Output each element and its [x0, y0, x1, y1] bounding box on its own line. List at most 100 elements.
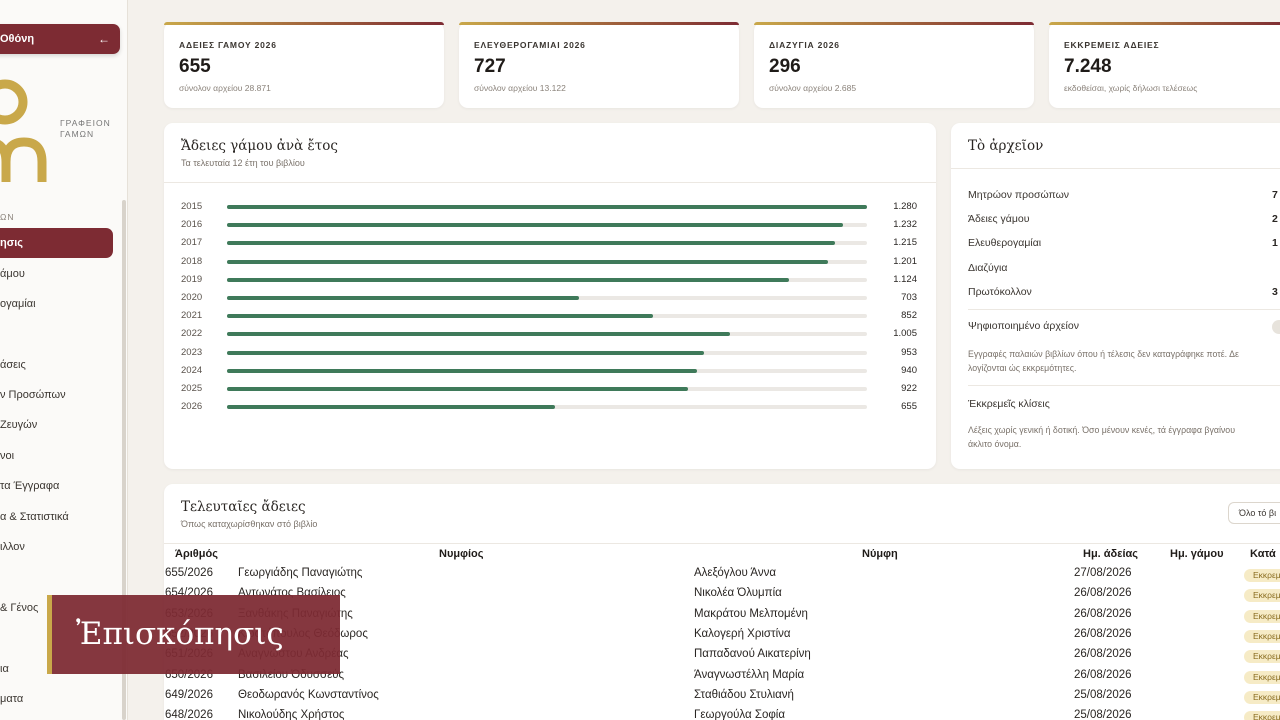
- sidebar-item-statistics[interactable]: α & Στατιστικά: [0, 511, 69, 523]
- archive-row-label: Πρωτόκολλον: [968, 286, 1032, 298]
- archive-row-label: Ελευθερογαμίαι: [968, 237, 1042, 249]
- bar-value-label: 1.280: [893, 201, 917, 212]
- cell-groom: Νικολούδης Χρήστος: [238, 709, 345, 720]
- sidebar-item-marriage-licenses[interactable]: άμου: [0, 268, 25, 280]
- bar-track: [227, 241, 867, 246]
- bar: [227, 241, 835, 246]
- column-header-groom[interactable]: Νυμφίος: [439, 548, 484, 560]
- stat-card-free-marriages: ΕΛΕΥΘΕΡΟΓΑΜΙΑΙ 2026 727 σύνολον αρχείου …: [459, 22, 739, 108]
- pending-inflections-label[interactable]: Έκκρεμεῖς κλίσεις: [968, 398, 1050, 410]
- stat-subtext: σύνολον αρχείου 2.685: [769, 83, 857, 93]
- stat-value: 7.248: [1064, 56, 1112, 77]
- view-all-button[interactable]: Όλο τό βι: [1228, 502, 1280, 524]
- sidebar-item-6[interactable]: νοι: [0, 450, 15, 462]
- bar-value-label: 852: [901, 310, 917, 322]
- status-badge: Εκκρεμ: [1244, 690, 1280, 704]
- archive-row-value: 3: [1272, 286, 1278, 298]
- status-badge: Εκκρεμ: [1244, 569, 1280, 582]
- archive-row-label: Μητρώον προσώπων: [968, 189, 1070, 201]
- stat-subtext: σύνολον αρχείου 13.122: [474, 83, 566, 93]
- cell-bride: Γεωργούλα Σοφία: [694, 709, 786, 720]
- column-header-license-date[interactable]: Ημ. άδείας: [1083, 548, 1138, 560]
- sidebar-item-persons[interactable]: ν Προσώπων: [0, 389, 66, 401]
- bar-category-label: 2023: [181, 346, 203, 358]
- stat-value: 727: [474, 56, 506, 77]
- bar-row: 2022 1.005: [181, 328, 921, 340]
- sidebar-item-protocol[interactable]: ιλλον: [0, 541, 25, 553]
- archive-row-value: 7: [1272, 189, 1278, 201]
- sidebar-item-free-marriages[interactable]: ογαμίαι: [0, 298, 36, 310]
- cell-license-date: 27/08/2026: [1074, 567, 1132, 579]
- stat-label: ΕΚΚΡΕΜΕΙΣ ΑΔΕΙΕΣ: [1064, 40, 1160, 50]
- bar-track: [227, 405, 867, 410]
- bar: [227, 405, 555, 410]
- bar-value-label: 1.232: [893, 219, 917, 231]
- cell-license-date: 25/08/2026: [1074, 709, 1132, 720]
- column-header-number[interactable]: Άριθμός: [175, 548, 218, 560]
- cell-number[interactable]: 649/2026: [165, 688, 213, 701]
- status-badge: Εκκρεμ: [1244, 650, 1280, 664]
- bar-row: 2018 1.201: [181, 256, 921, 268]
- archive-row-label: Άδειες γάμου: [968, 213, 1030, 225]
- bar: [227, 259, 828, 264]
- sidebar-item-11[interactable]: ια: [0, 663, 9, 675]
- sidebar-item-documents[interactable]: τα Έγγραφα: [0, 480, 60, 492]
- stat-label: ΕΛΕΥΘΕΡΟΓΑΜΙΑΙ 2026: [474, 40, 586, 50]
- bar-row: 2021 852: [181, 310, 921, 322]
- bar-value-label: 922: [901, 383, 917, 394]
- cell-bride: Παπαδανού Αικατερίνη: [694, 648, 811, 661]
- status-badge: Εκκρεμ: [1244, 629, 1280, 643]
- sidebar-item-couples[interactable]: Ζευγών: [0, 419, 38, 431]
- cell-number[interactable]: 655/2026: [165, 567, 213, 579]
- latest-licenses-panel: [164, 484, 1280, 720]
- section-caption: Ἐπισκόπησις: [47, 595, 340, 674]
- stat-card-divorces: ΔΙΑΖΥΓΙΑ 2026 296 σύνολον αρχείου 2.685: [754, 22, 1034, 108]
- stat-label: ΑΔΕΙΕΣ ΓΑΜΟΥ 2026: [179, 40, 277, 50]
- bar-row: 2023 953: [181, 347, 921, 359]
- bar: [227, 368, 697, 373]
- screen-back-button[interactable]: Οθόνη ←: [0, 24, 120, 54]
- archive-row-value: 2: [1272, 213, 1278, 225]
- cell-bride: Αλεξόγλου Άννα: [694, 567, 776, 579]
- digitized-archive-toggle[interactable]: [1272, 320, 1280, 334]
- bar: [227, 223, 843, 228]
- stat-subtext: σύνολον αρχείου 28.871: [179, 83, 271, 93]
- sidebar-item-gender[interactable]: & Γένος: [0, 602, 39, 614]
- column-header-wedding-date[interactable]: Ημ. γάμου: [1170, 548, 1224, 560]
- sidebar-scrollbar[interactable]: [122, 200, 126, 720]
- digitized-archive-label: Ψηφιοποιημένο άρχείον: [968, 320, 1079, 332]
- stat-card-pending: ΕΚΚΡΕΜΕΙΣ ΑΔΕΙΕΣ 7.248 εκδοθείσαι, χωρίς…: [1049, 22, 1280, 108]
- stat-card-marriage-licenses: ΑΔΕΙΕΣ ΓΑΜΟΥ 2026 655 σύνολον αρχείου 28…: [164, 22, 444, 108]
- sidebar-item-searches[interactable]: άσεις: [0, 359, 26, 371]
- column-header-bride[interactable]: Νύμφη: [862, 548, 898, 560]
- column-header-status[interactable]: Κατά: [1250, 548, 1276, 560]
- divider: [164, 543, 1280, 544]
- cell-license-date: 26/08/2026: [1074, 627, 1132, 640]
- chart-subtitle: Τα τελευταία 12 έτη του βιβλίου: [181, 158, 305, 168]
- bar-value-label: 1.201: [893, 255, 917, 267]
- cell-license-date: 26/08/2026: [1074, 668, 1132, 681]
- sidebar-item-overview[interactable]: ησις: [0, 228, 113, 258]
- cell-bride: Άναγνωστέλλη Μαρία: [694, 668, 805, 681]
- bar-row: 2016 1.232: [181, 219, 921, 231]
- bar-row: 2026 655: [181, 401, 921, 413]
- screen-back-label: Οθόνη: [0, 33, 35, 45]
- bar-category-label: 2019: [181, 273, 203, 285]
- bar-track: [227, 296, 867, 300]
- bar-value-label: 940: [901, 364, 917, 376]
- table-subtitle: Όπως καταχωρίσθηκαν στό βιβλίο: [181, 519, 318, 529]
- cell-groom: Θεοδωρανός Κωνσταντίνος: [238, 688, 379, 701]
- cell-groom: Γεωργιάδης Παναγιώτης: [238, 567, 363, 579]
- cell-number[interactable]: 648/2026: [165, 709, 213, 720]
- bar-row: 2019 1.124: [181, 274, 921, 286]
- bar-track: [227, 350, 867, 355]
- bar-row: 2025 922: [181, 383, 921, 395]
- sidebar-item-12[interactable]: ματα: [0, 693, 24, 705]
- bar: [227, 387, 688, 391]
- bar-category-label: 2015: [181, 201, 203, 212]
- status-badge: Εκκρεμ: [1244, 670, 1280, 684]
- bar-value-label: 655: [901, 401, 917, 413]
- bar-track: [227, 387, 867, 391]
- bar-category-label: 2016: [181, 219, 203, 231]
- status-badge: Εκκρεμ: [1244, 711, 1280, 720]
